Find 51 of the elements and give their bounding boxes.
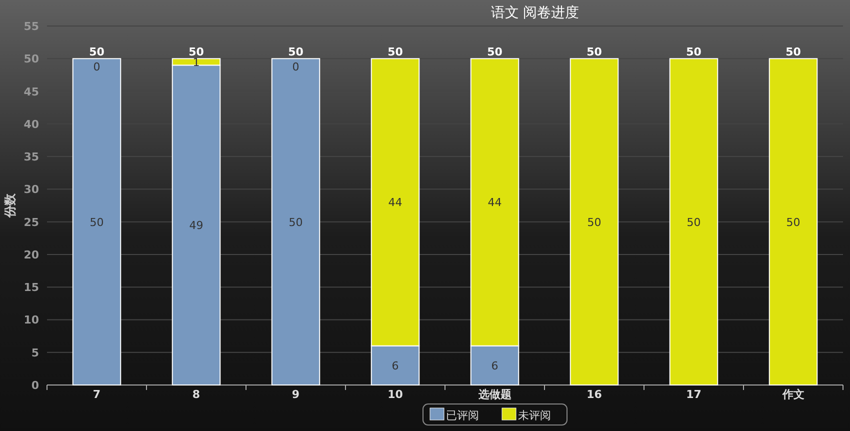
y-tick-label: 15 bbox=[24, 281, 39, 294]
data-label: 50 bbox=[90, 216, 104, 229]
total-label: 50 bbox=[89, 46, 105, 59]
legend-label: 未评阅 bbox=[518, 409, 551, 422]
bar bbox=[669, 58, 718, 386]
data-label: 0 bbox=[93, 60, 100, 74]
total-label: 50 bbox=[686, 46, 702, 59]
legend-label: 已评阅 bbox=[446, 409, 479, 422]
y-tick-label: 30 bbox=[24, 183, 40, 196]
y-tick-label: 10 bbox=[24, 314, 40, 327]
x-tick-label: 17 bbox=[686, 388, 702, 401]
y-tick-label: 25 bbox=[24, 216, 39, 229]
legend-item: 未评阅 bbox=[502, 408, 551, 422]
x-tick-label: 9 bbox=[292, 388, 300, 401]
data-label: 50 bbox=[587, 216, 602, 229]
data-label: 44 bbox=[388, 196, 402, 210]
total-label: 50 bbox=[786, 46, 802, 59]
x-tick-label: 16 bbox=[586, 388, 602, 401]
data-label: 6 bbox=[491, 359, 498, 372]
x-tick-label: 7 bbox=[92, 388, 101, 401]
total-label: 50 bbox=[487, 46, 503, 59]
total-label: 50 bbox=[288, 46, 304, 59]
bar bbox=[768, 58, 818, 386]
x-tick-label: 8 bbox=[192, 388, 200, 401]
y-tick-label: 5 bbox=[31, 346, 39, 360]
bar bbox=[271, 58, 320, 386]
y-tick-label: 45 bbox=[24, 85, 39, 98]
y-tick-label: 20 bbox=[24, 248, 40, 262]
y-tick-label: 0 bbox=[31, 379, 40, 392]
y-tick-label: 35 bbox=[24, 150, 39, 164]
x-tick-label: 选做题 bbox=[477, 388, 512, 401]
y-tick-label: 50 bbox=[24, 52, 40, 66]
legend-item: 已评阅 bbox=[430, 408, 479, 422]
data-label: 50 bbox=[288, 216, 303, 229]
data-label: 6 bbox=[392, 359, 399, 372]
chart-title: 语文 阅卷进度 bbox=[490, 5, 580, 21]
x-tick-label: 作文 bbox=[781, 388, 804, 401]
total-label: 50 bbox=[586, 46, 602, 59]
y-tick-label: 55 bbox=[24, 20, 39, 33]
data-label: 50 bbox=[686, 216, 701, 229]
data-label: 44 bbox=[488, 196, 502, 210]
data-label: 50 bbox=[786, 216, 800, 229]
bar bbox=[570, 58, 619, 386]
y-tick-label: 40 bbox=[24, 118, 40, 131]
data-label: 0 bbox=[292, 60, 300, 74]
total-label: 50 bbox=[388, 46, 404, 59]
x-tick-label: 10 bbox=[388, 388, 404, 401]
bar bbox=[72, 58, 122, 386]
y-axis-title: 份数 bbox=[3, 192, 17, 218]
data-label: 49 bbox=[189, 219, 204, 232]
total-label: 50 bbox=[188, 46, 204, 59]
